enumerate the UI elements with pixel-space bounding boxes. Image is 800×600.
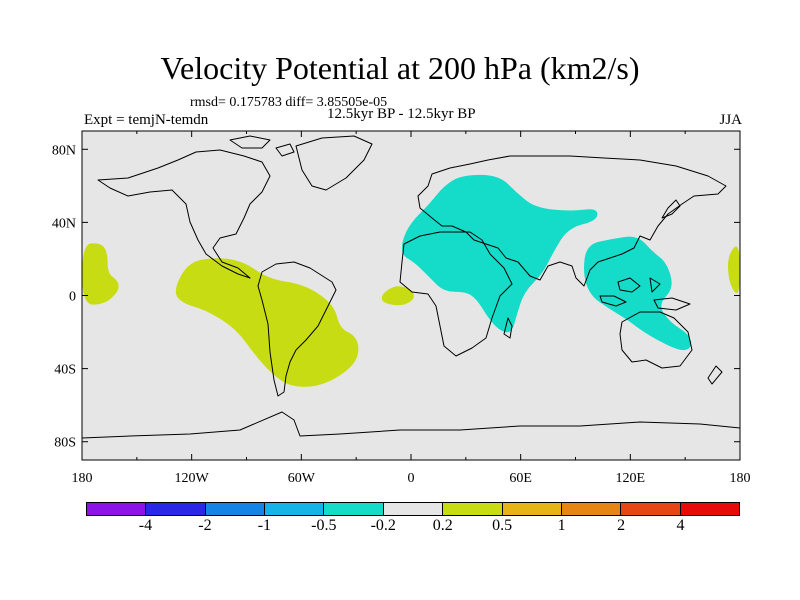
colorbar-level-label: -0.2	[370, 517, 396, 534]
colorbar	[86, 502, 740, 516]
colorbar-swatch	[265, 503, 325, 515]
atlantic-positive-region	[381, 286, 414, 306]
greenland-coastline	[295, 135, 373, 191]
y-tick-label: 40S	[54, 363, 76, 378]
experiment-label: Expt = temjN-temdn	[84, 112, 209, 128]
colorbar-level-label: 1	[557, 517, 566, 534]
dateline-right-positive-region	[727, 246, 740, 294]
colorbar-level-label: -4	[138, 517, 153, 534]
colorbar-swatch	[502, 503, 562, 515]
colorbar-level-label: -1	[257, 517, 272, 534]
colorbar-level-label: 4	[676, 517, 685, 534]
colorbar-swatch	[621, 503, 681, 515]
axis-ticks: 180 120W 60W 0 60E 120E 180 80N 40N 0 40S 80S	[52, 131, 751, 486]
plot-title: Velocity Potential at 200 hPa (km2/s)	[160, 50, 640, 86]
x-tick-label: 180	[72, 471, 93, 486]
colorbar-swatch	[383, 503, 444, 515]
season-label: JJA	[719, 112, 742, 128]
colorbar-swatch	[443, 503, 503, 515]
colorbar-swatch	[87, 503, 147, 515]
colorbar-level-label: 0.2	[432, 517, 453, 534]
x-tick-label: 120W	[175, 471, 210, 486]
colorbar-swatch	[146, 503, 206, 515]
arctic-islands-coastline	[229, 135, 295, 157]
eurasia-coastline	[417, 155, 727, 287]
colorbar-swatch	[324, 503, 384, 515]
colorbar-level-label: 2	[617, 517, 626, 534]
x-tick-label: 120E	[616, 471, 646, 486]
period-label: 12.5kyr BP - 12.5kyr BP	[327, 106, 476, 122]
colorbar-level-label: -0.5	[311, 517, 337, 534]
north-america-coastline	[97, 149, 271, 279]
new-zealand-coastline	[707, 365, 723, 385]
colorbar-level-label: 0.5	[492, 517, 513, 534]
japan-coastline	[661, 199, 681, 219]
x-tick-label: 0	[408, 471, 415, 486]
maritime-continent-coastline	[599, 277, 691, 311]
colorbar-level-label: -2	[198, 517, 212, 534]
pacific-left-positive-region	[82, 243, 119, 305]
y-tick-label: 80N	[52, 143, 76, 158]
x-tick-label: 60E	[509, 471, 532, 486]
madagascar-coastline	[503, 317, 513, 339]
eurasia-africa-negative-region	[401, 174, 598, 333]
y-tick-label: 0	[69, 290, 76, 305]
colorbar-swatch	[561, 503, 622, 515]
maritime-continent-negative-region	[584, 236, 692, 351]
x-tick-label: 180	[730, 471, 751, 486]
south-america-coastline	[257, 261, 337, 397]
rmsd-diff-label: rmsd= 0.175783 diff= 3.85505e-05	[190, 95, 388, 110]
y-tick-label: 80S	[54, 436, 76, 451]
coastline-layer	[82, 135, 740, 439]
colorbar-swatch	[680, 503, 739, 515]
antarctica-coastline	[82, 411, 740, 439]
x-tick-label: 60W	[288, 471, 316, 486]
australia-coastline	[619, 311, 693, 369]
colorbar-swatch	[205, 503, 266, 515]
africa-coastline	[399, 231, 513, 357]
y-tick-label: 40N	[52, 216, 76, 231]
